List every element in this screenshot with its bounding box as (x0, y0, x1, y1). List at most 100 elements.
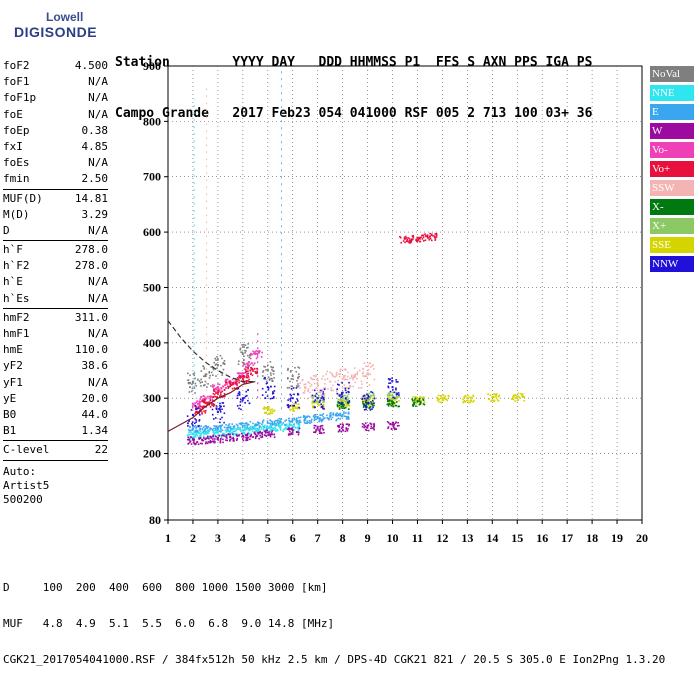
echo-point-x- (365, 405, 368, 408)
echo-point-w (203, 437, 205, 439)
echo-point-x- (395, 395, 398, 398)
echo-point-x- (343, 407, 346, 410)
echo-point-ssw (317, 384, 320, 387)
echo-point-vo- (428, 238, 430, 241)
echo-point-vo- (191, 403, 194, 405)
echo-point-x- (371, 404, 374, 407)
echo-point-nnw (220, 405, 222, 408)
echo-point-ssw (367, 365, 369, 367)
echo-point-ssw (349, 377, 351, 380)
echo-point-nnw (246, 394, 248, 397)
echo-point-nnw (215, 405, 218, 407)
echo-point-e (211, 429, 214, 432)
echo-point-w (210, 436, 212, 439)
echo-point-vo- (421, 238, 424, 240)
echo-point-nne (215, 429, 217, 432)
echo-point-w (222, 438, 224, 441)
echo-point-vo- (410, 238, 413, 240)
echo-point-e (241, 426, 244, 429)
echo-point-vo- (421, 234, 423, 237)
echo-point-sse (346, 403, 349, 406)
echo-point-nnw (236, 394, 239, 397)
echo-point-x- (343, 403, 345, 406)
echo-point-w (396, 425, 399, 427)
echo-point-x- (372, 394, 375, 396)
echo-point-e (322, 416, 325, 418)
echo-point-e (193, 425, 195, 428)
echo-point-sse (270, 411, 272, 413)
echo-point-ssw (335, 371, 338, 374)
echo-point-sse (489, 394, 492, 396)
echo-point-nne (224, 434, 226, 437)
echo-point-noval (220, 364, 222, 367)
echo-point-e (219, 424, 222, 427)
echo-point-sse (487, 393, 489, 396)
echo-point-ssw (373, 368, 375, 370)
param-row-fof1: foF1 N/A (3, 74, 108, 90)
echo-point-vo- (412, 236, 415, 239)
echo-point-vo- (406, 240, 409, 243)
data-point-w (366, 424, 369, 427)
panel-divider (3, 307, 108, 309)
data-point-e (254, 423, 257, 426)
echo-point-ssw (309, 376, 312, 379)
echo-point-noval (216, 356, 218, 358)
echo-point-e (308, 420, 311, 422)
echo-point-vo- (222, 385, 225, 388)
echo-point-w (370, 425, 373, 428)
echo-point-vo- (231, 382, 234, 385)
echo-point-w (222, 441, 224, 444)
echo-point-nnw (247, 399, 249, 402)
echo-point-e (331, 416, 334, 419)
param-value: 1.34 (81, 424, 109, 438)
echo-point-e (225, 423, 227, 426)
echo-point-vo- (229, 382, 232, 384)
echo-point-w (210, 441, 213, 443)
y-tick-label: 700 (143, 170, 161, 184)
echo-point-e (271, 424, 274, 426)
echo-point-vo- (425, 235, 427, 238)
echo-point-sse (495, 397, 498, 399)
echo-point-vo- (249, 373, 252, 375)
echo-point-x- (344, 406, 347, 409)
echo-point-sse (463, 399, 466, 402)
echo-point-nne (202, 432, 205, 435)
echo-point-x- (370, 401, 372, 403)
echo-point-noval (266, 364, 269, 367)
echo-point-e (214, 425, 217, 428)
echo-point-x- (315, 396, 318, 399)
echo-point-x- (346, 401, 349, 403)
echo-point-nne (255, 427, 258, 430)
echo-point-sse (318, 404, 320, 407)
echo-point-w (268, 433, 270, 436)
echo-point-vo- (245, 370, 248, 373)
echo-point-vo- (246, 362, 248, 365)
echo-point-noval (187, 372, 189, 375)
echo-point-e (233, 430, 236, 433)
echo-point-vo- (192, 403, 195, 406)
echo-point-vo- (411, 235, 414, 237)
echo-point-vo- (211, 399, 214, 401)
echo-point-noval (246, 347, 248, 349)
echo-point-vo- (254, 370, 256, 373)
echo-point-nne (284, 426, 287, 429)
echo-point-vo- (195, 406, 198, 409)
echo-point-e (277, 422, 280, 424)
echo-point-vo- (236, 377, 239, 379)
echo-point-w (287, 428, 289, 430)
x-tick-label: 3 (215, 531, 221, 545)
echo-point-w (339, 423, 342, 426)
param-name: D (3, 223, 10, 237)
echo-point-nne (242, 431, 244, 433)
echo-point-sse (296, 406, 299, 408)
echo-point-ssw (369, 366, 372, 368)
echo-point-w (192, 439, 195, 442)
echo-point-nnw (193, 422, 196, 425)
echo-point-vo- (204, 399, 206, 401)
echo-point-nnw (338, 384, 340, 386)
echo-point-noval (261, 375, 264, 377)
echo-point-w (395, 428, 398, 431)
echo-point-ssw (299, 387, 301, 389)
echo-point-noval (289, 380, 291, 383)
echo-point-x- (387, 400, 390, 402)
